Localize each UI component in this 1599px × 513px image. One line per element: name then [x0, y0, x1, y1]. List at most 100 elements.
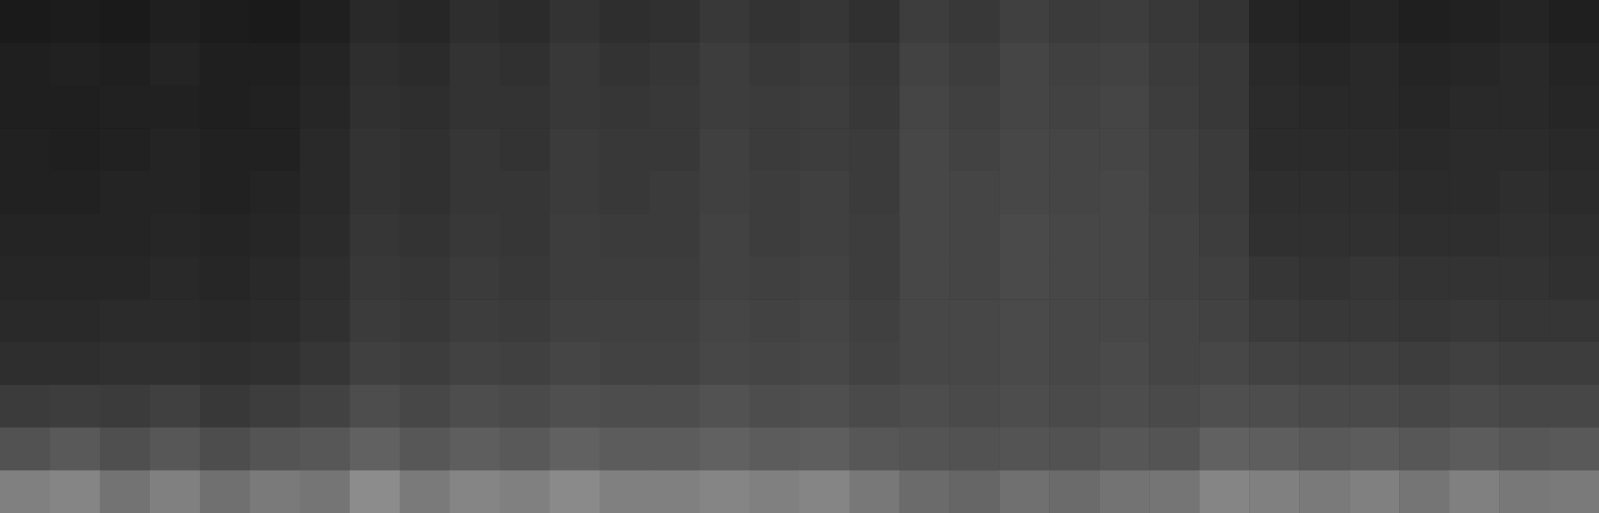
- heatmap-cell: [650, 257, 700, 300]
- heatmap-cell: [1149, 86, 1199, 129]
- heatmap-cell: [1549, 171, 1599, 214]
- heatmap-cell: [899, 470, 949, 513]
- heatmap-cell: [100, 385, 150, 428]
- heatmap-cell: [750, 342, 800, 385]
- heatmap-cell: [1299, 86, 1349, 129]
- heatmap-cell: [1099, 171, 1149, 214]
- heatmap-cell: [999, 470, 1049, 513]
- heatmap-cell: [1399, 171, 1449, 214]
- heatmap-cell: [700, 86, 750, 129]
- heatmap-cell: [550, 43, 600, 86]
- heatmap-cell: [700, 470, 750, 513]
- heatmap-cell: [100, 214, 150, 257]
- heatmap-cell: [1499, 257, 1549, 300]
- heatmap-cell: [1549, 214, 1599, 257]
- heatmap-cell: [0, 257, 50, 300]
- heatmap-cell: [100, 257, 150, 300]
- heatmap-cell: [1549, 428, 1599, 471]
- heatmap-cell: [1199, 257, 1249, 300]
- heatmap-cell: [949, 171, 999, 214]
- heatmap-cell: [999, 128, 1049, 171]
- heatmap-cell: [700, 428, 750, 471]
- heatmap-cell: [1049, 43, 1099, 86]
- heatmap-cell: [300, 128, 350, 171]
- heatmap-cell: [250, 0, 300, 43]
- heatmap-cell: [400, 214, 450, 257]
- heatmap-cell: [1199, 0, 1249, 43]
- heatmap-cell: [1049, 342, 1099, 385]
- heatmap-cell: [0, 128, 50, 171]
- heatmap-cell: [300, 299, 350, 342]
- heatmap-cell: [1199, 342, 1249, 385]
- heatmap-cell: [450, 214, 500, 257]
- heatmap-cell: [1149, 385, 1199, 428]
- heatmap-cell: [750, 470, 800, 513]
- heatmap-cell: [400, 385, 450, 428]
- heatmap-cell: [1299, 428, 1349, 471]
- heatmap-cell: [350, 0, 400, 43]
- heatmap-cell: [400, 257, 450, 300]
- heatmap-cell: [200, 257, 250, 300]
- heatmap-cell: [1149, 299, 1199, 342]
- heatmap-cell: [949, 428, 999, 471]
- heatmap-cell: [600, 128, 650, 171]
- heatmap-cell: [550, 171, 600, 214]
- heatmap-cell: [1149, 0, 1199, 43]
- heatmap-cell: [999, 171, 1049, 214]
- heatmap-cell: [350, 257, 400, 300]
- heatmap-cell: [350, 128, 400, 171]
- heatmap-cell: [100, 428, 150, 471]
- heatmap-cell: [200, 299, 250, 342]
- heatmap-cell: [50, 86, 100, 129]
- heatmap-cell: [300, 470, 350, 513]
- heatmap-cell: [0, 299, 50, 342]
- heatmap-cell: [650, 171, 700, 214]
- heatmap-cell: [949, 214, 999, 257]
- heatmap-cell: [600, 214, 650, 257]
- heatmap-cell: [350, 342, 400, 385]
- heatmap-cell: [1149, 257, 1199, 300]
- heatmap-cell: [600, 171, 650, 214]
- heatmap-cell: [150, 470, 200, 513]
- heatmap-cell: [250, 342, 300, 385]
- heatmap-cell: [50, 171, 100, 214]
- heatmap-cell: [1099, 86, 1149, 129]
- heatmap-cell: [1249, 257, 1299, 300]
- heatmap-cell: [1349, 86, 1399, 129]
- heatmap-cell: [949, 257, 999, 300]
- heatmap-cell: [800, 299, 850, 342]
- heatmap-cell: [1549, 86, 1599, 129]
- heatmap-cell: [899, 385, 949, 428]
- heatmap-cell: [1099, 342, 1149, 385]
- heatmap-cell: [1099, 299, 1149, 342]
- heatmap-cell: [150, 257, 200, 300]
- heatmap-cell: [150, 128, 200, 171]
- heatmap-cell: [1349, 299, 1399, 342]
- heatmap-cell: [500, 299, 550, 342]
- heatmap-cell: [1349, 385, 1399, 428]
- heatmap-cell: [1399, 214, 1449, 257]
- heatmap-cell: [750, 214, 800, 257]
- heatmap-cell: [1399, 128, 1449, 171]
- heatmap-cell: [1299, 470, 1349, 513]
- heatmap-cell: [600, 0, 650, 43]
- heatmap-cell: [1349, 470, 1399, 513]
- heatmap-cell: [1399, 428, 1449, 471]
- heatmap-cell: [600, 43, 650, 86]
- heatmap-cell: [250, 86, 300, 129]
- heatmap-cell: [1399, 470, 1449, 513]
- heatmap-cell: [350, 385, 400, 428]
- heatmap-cell: [650, 214, 700, 257]
- heatmap-cell: [1299, 171, 1349, 214]
- heatmap-cell: [1449, 470, 1499, 513]
- heatmap-cell: [999, 86, 1049, 129]
- heatmap-cell: [1399, 299, 1449, 342]
- heatmap-cell: [1249, 428, 1299, 471]
- heatmap-cell: [1499, 43, 1549, 86]
- heatmap-cell: [1199, 299, 1249, 342]
- heatmap-cell: [0, 214, 50, 257]
- heatmap-cell: [949, 385, 999, 428]
- heatmap-cell: [1099, 128, 1149, 171]
- heatmap-cell: [700, 299, 750, 342]
- heatmap-cell: [1449, 385, 1499, 428]
